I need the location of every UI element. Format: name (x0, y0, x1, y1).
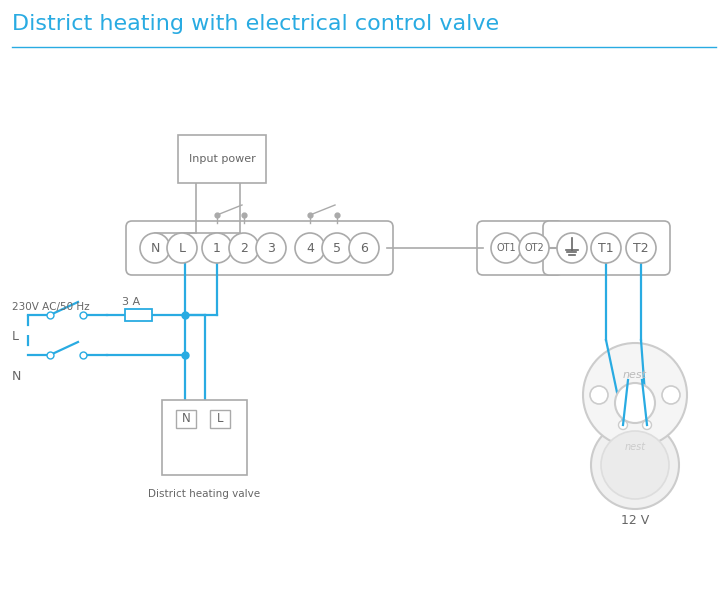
Text: N: N (150, 242, 159, 254)
Circle shape (615, 383, 655, 423)
Circle shape (591, 421, 679, 509)
Text: 12 V: 12 V (621, 513, 649, 526)
Circle shape (619, 421, 628, 429)
Text: 230V AC/50 Hz: 230V AC/50 Hz (12, 302, 90, 312)
FancyBboxPatch shape (178, 135, 266, 183)
Text: L: L (178, 242, 186, 254)
Circle shape (519, 233, 549, 263)
Text: N: N (12, 371, 21, 384)
Text: District heating valve: District heating valve (149, 489, 261, 499)
Text: OT1: OT1 (496, 243, 516, 253)
FancyBboxPatch shape (125, 309, 152, 321)
Text: 5: 5 (333, 242, 341, 254)
Circle shape (557, 233, 587, 263)
Text: 4: 4 (306, 242, 314, 254)
Circle shape (491, 233, 521, 263)
Text: 3 A: 3 A (122, 297, 140, 307)
Circle shape (349, 233, 379, 263)
FancyBboxPatch shape (210, 410, 230, 428)
Text: T2: T2 (633, 242, 649, 254)
Text: 3: 3 (267, 242, 275, 254)
Text: OT2: OT2 (524, 243, 544, 253)
Circle shape (322, 233, 352, 263)
FancyBboxPatch shape (477, 221, 563, 275)
Circle shape (662, 386, 680, 404)
Circle shape (626, 233, 656, 263)
Circle shape (590, 386, 608, 404)
Circle shape (140, 233, 170, 263)
Circle shape (601, 431, 669, 499)
Circle shape (643, 421, 652, 429)
Text: Input power: Input power (189, 154, 256, 164)
FancyBboxPatch shape (176, 410, 196, 428)
FancyBboxPatch shape (126, 221, 393, 275)
Ellipse shape (583, 343, 687, 447)
Circle shape (202, 233, 232, 263)
Text: 1: 1 (213, 242, 221, 254)
Text: 2: 2 (240, 242, 248, 254)
Circle shape (229, 233, 259, 263)
Circle shape (591, 233, 621, 263)
Text: L: L (12, 330, 19, 343)
Text: T1: T1 (598, 242, 614, 254)
Circle shape (256, 233, 286, 263)
Text: nest: nest (625, 442, 646, 452)
Text: N: N (181, 412, 191, 425)
Text: District heating with electrical control valve: District heating with electrical control… (12, 14, 499, 34)
FancyBboxPatch shape (162, 400, 247, 475)
Text: nest: nest (623, 370, 647, 380)
Circle shape (295, 233, 325, 263)
FancyBboxPatch shape (543, 221, 670, 275)
Text: 6: 6 (360, 242, 368, 254)
Text: L: L (217, 412, 223, 425)
Circle shape (167, 233, 197, 263)
